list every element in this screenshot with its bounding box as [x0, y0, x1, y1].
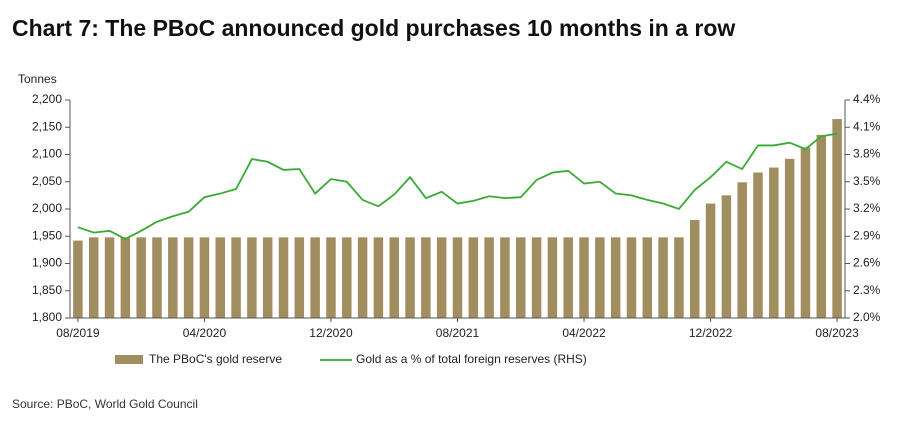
y-axis-label: Tonnes [18, 72, 57, 86]
bar [436, 237, 447, 318]
bar [737, 182, 747, 318]
bar [389, 237, 399, 318]
x-tick-label: 04/2020 [183, 326, 227, 340]
y-tick-label: 1,950 [32, 228, 62, 242]
y-tick-label: 2,200 [32, 92, 62, 106]
bar [342, 237, 352, 318]
y2-tick-label: 3.2% [853, 201, 881, 215]
bar [357, 237, 368, 318]
y2-tick-label: 2.0% [853, 310, 881, 324]
bar [816, 134, 827, 318]
bar [784, 158, 795, 318]
y-tick-label: 1,800 [32, 310, 62, 324]
x-tick-label: 12/2020 [309, 326, 353, 340]
bar [642, 237, 653, 318]
bar [832, 119, 842, 318]
bar [579, 237, 589, 318]
bar [199, 237, 210, 318]
bar [595, 237, 605, 318]
bar [690, 219, 700, 318]
x-tick-label: 12/2022 [689, 326, 733, 340]
bar [753, 172, 763, 318]
bar [658, 237, 668, 318]
y2-tick-label: 4.1% [853, 119, 881, 133]
bar [88, 237, 99, 318]
y2-tick-label: 4.4% [853, 92, 881, 106]
bar [405, 237, 415, 318]
y-tick-label: 2,050 [32, 174, 62, 188]
y2-tick-label: 3.5% [853, 174, 881, 188]
y-tick-label: 1,900 [32, 256, 62, 270]
chart-title: Chart 7: The PBoC announced gold purchas… [12, 15, 735, 41]
source: Source: PBoC, World Gold Council [12, 397, 198, 411]
x-tick-label: 08/2019 [56, 326, 100, 340]
x-tick-label: 08/2021 [436, 326, 480, 340]
legend-swatch [115, 355, 143, 364]
y-tick-label: 2,100 [32, 147, 62, 161]
y2-tick-label: 2.3% [853, 283, 881, 297]
legend-label: Gold as a % of total foreign reserves (R… [356, 352, 587, 366]
bar [373, 237, 384, 318]
bar [705, 203, 716, 318]
bar [183, 237, 194, 318]
bar [452, 237, 463, 318]
bar [278, 237, 289, 318]
y2-tick-label: 2.6% [853, 256, 881, 270]
x-tick-label: 08/2023 [815, 326, 859, 340]
bar [294, 237, 305, 318]
bar [152, 237, 162, 318]
bar [516, 237, 526, 318]
x-tick-label: 04/2022 [562, 326, 606, 340]
y-tick-label: 2,150 [32, 119, 62, 133]
y-tick-label: 1,850 [32, 283, 62, 297]
bar [104, 237, 115, 318]
legend-label: The PBoC's gold reserve [149, 352, 282, 366]
bar [610, 237, 621, 318]
y2-tick-label: 3.8% [853, 147, 881, 161]
bar [247, 237, 257, 318]
bar [262, 237, 273, 318]
bar [769, 167, 779, 318]
bar [500, 237, 510, 318]
bar [310, 237, 320, 318]
bar [421, 237, 431, 318]
bar [484, 237, 494, 318]
line [77, 132, 838, 240]
bar [73, 240, 83, 318]
bar [120, 237, 131, 318]
bar [468, 237, 479, 318]
bar [136, 237, 146, 318]
bar [721, 195, 732, 318]
bar [674, 237, 684, 318]
y-tick-label: 2,000 [32, 201, 62, 215]
y2-tick-label: 2.9% [853, 228, 881, 242]
bar [231, 237, 241, 318]
bar [626, 237, 637, 318]
bar [168, 237, 178, 318]
bar [800, 147, 811, 318]
bar [531, 237, 542, 318]
bar [326, 237, 336, 318]
bar [563, 237, 573, 318]
bar [215, 237, 225, 318]
bar [547, 237, 558, 318]
